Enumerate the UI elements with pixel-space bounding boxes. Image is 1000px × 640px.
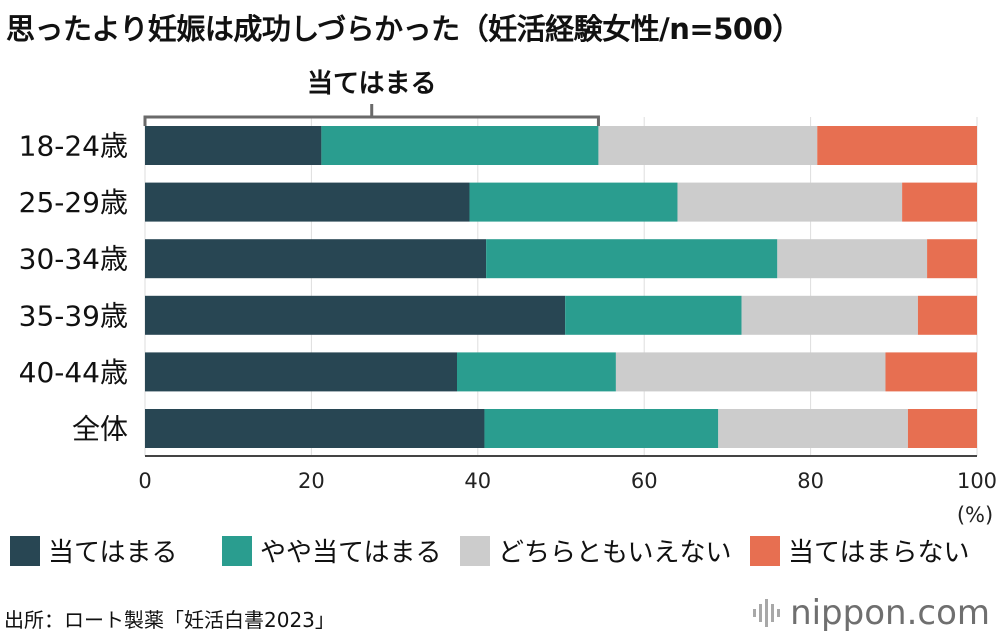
bracket-label: 当てはまる [307,69,436,99]
x-tick-label: 80 [797,469,824,493]
bar-segment-3-row-5 [615,352,886,392]
chart-title: 思ったより妊娠は成功しづらかった（妊活経験女性/n=500） [6,12,801,46]
nippon-logo-icon [753,599,781,627]
legend-swatch-disagree [750,535,780,566]
bar-segment-4-row-3 [927,239,977,279]
bar-segment-1-row-4 [145,295,566,335]
bar-segment-4-row-1 [817,126,977,165]
x-tick-labels: 0 20 40 60 80 100 [138,469,997,493]
x-tick-label: 100 [957,469,997,493]
category-label: 全体 [72,413,128,446]
bar-segment-3-row-1 [598,126,818,165]
x-tick-label: 60 [631,469,658,493]
bar-segment-3-row-6 [718,409,908,448]
brand-logo: nippon.com [752,593,990,633]
x-tick-label: 0 [138,469,151,493]
legend-label-agree: 当てはまる [48,538,178,568]
legend-item-somewhat-agree: やや当てはまる [222,532,441,569]
x-tick-label: 20 [298,469,325,493]
legend-swatch-agree [10,535,40,566]
legend-swatch-neutral [460,535,490,566]
category-label: 40-44歳 [19,356,128,389]
bracket-line [143,115,600,126]
category-label: 25-29歳 [19,186,128,219]
x-unit-label: (%) [957,503,993,527]
category-label: 35-39歳 [19,299,128,332]
bar-segment-4-row-5 [885,352,977,392]
brand-name: nippon.com [790,593,990,633]
bar-segment-1-row-2 [145,182,470,222]
category-label: 30-34歳 [19,243,128,276]
bar-segment-2-row-6 [484,409,719,448]
gridlines [144,117,978,456]
bar-segment-3-row-3 [777,239,928,279]
bar-segment-2-row-2 [469,182,678,222]
bars [145,126,977,448]
bar-segment-1-row-6 [145,409,485,448]
bar-segment-1-row-3 [145,239,487,279]
bar-segment-1-row-1 [145,126,322,165]
bar-segment-4-row-2 [902,182,977,222]
bar-segment-3-row-4 [741,295,918,335]
category-label: 18-24歳 [19,130,128,163]
x-tick-label: 40 [464,469,491,493]
bar-segment-2-row-3 [486,239,778,279]
bar-segment-4-row-6 [907,409,977,448]
bar-segment-2-row-4 [565,295,742,335]
legend-item-neutral: どちらともいえない [460,532,731,569]
legend-label-neutral: どちらともいえない [498,538,732,568]
legend-label-somewhat-agree: やや当てはまる [260,538,442,568]
bar-segment-3-row-2 [677,182,903,222]
bar-segment-2-row-5 [457,352,616,392]
bar-segment-1-row-5 [145,352,457,392]
legend-item-agree: 当てはまる [10,532,177,569]
legend-label-disagree: 当てはまらない [788,538,970,568]
legend-swatch-somewhat-agree [222,535,252,566]
bar-segment-2-row-1 [321,126,599,165]
legend-item-disagree: 当てはまらない [750,532,969,569]
bar-segment-4-row-4 [917,295,977,335]
bracket-annotation: 当てはまる [143,69,600,126]
source-note: 出所：ロート製薬「妊活白書2023」 [4,608,335,632]
